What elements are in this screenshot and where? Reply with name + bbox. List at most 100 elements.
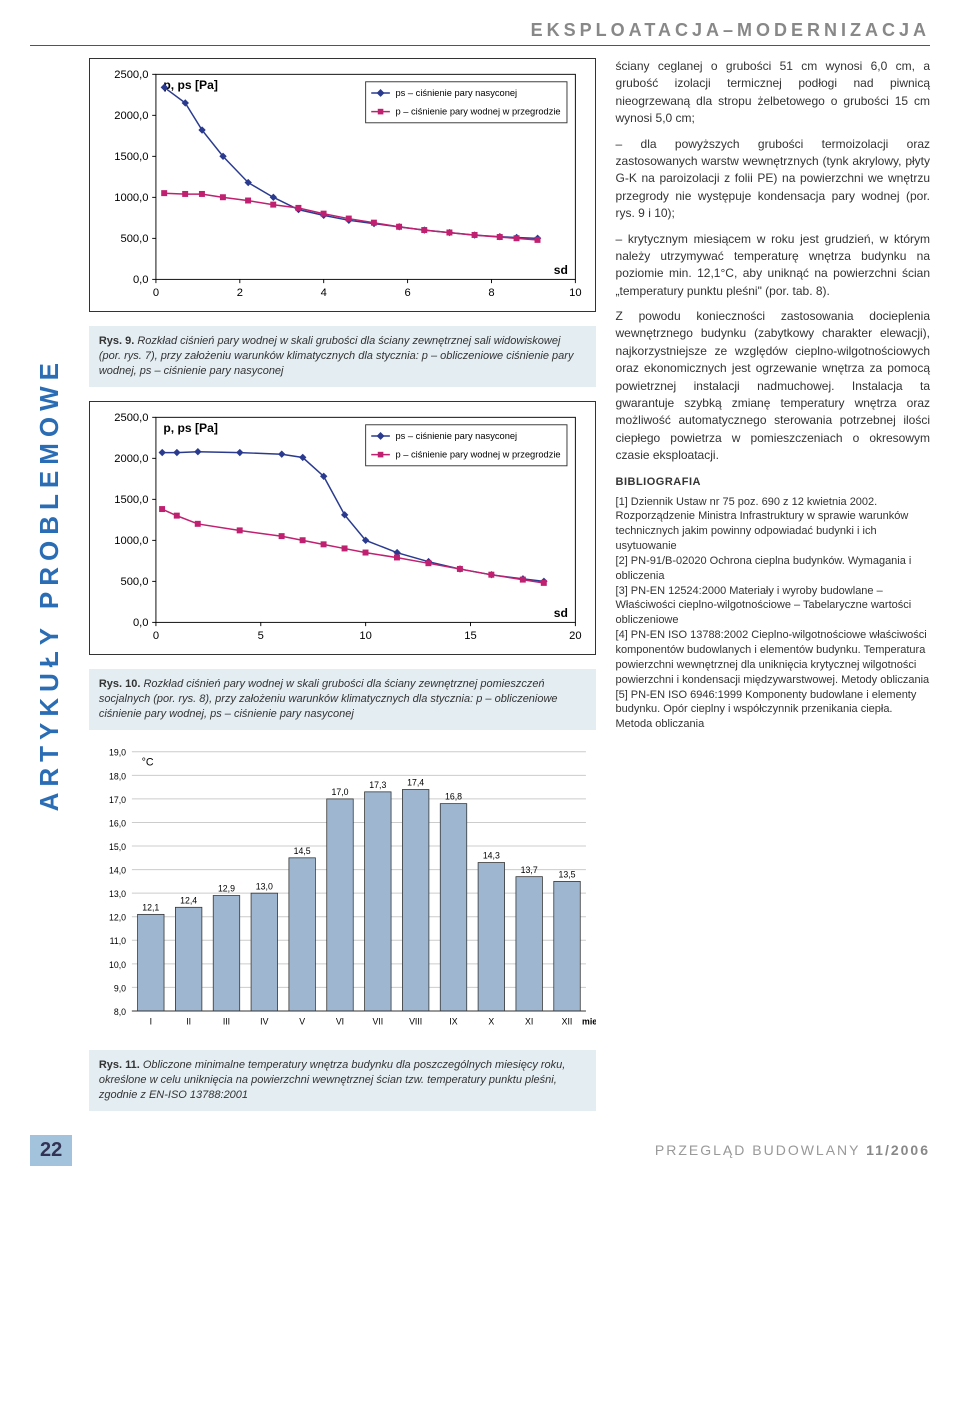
caption-10: Rys. 10. Rozkład ciśnień pary wodnej w s…	[89, 669, 596, 730]
caption-9-prefix: Rys. 9.	[99, 335, 134, 347]
svg-text:°C: °C	[141, 756, 153, 768]
svg-text:IX: IX	[449, 1016, 457, 1026]
svg-text:0,0: 0,0	[133, 274, 149, 286]
svg-text:19,0: 19,0	[109, 747, 126, 757]
caption-11: Rys. 11. Obliczone minimalne temperatury…	[89, 1050, 596, 1111]
svg-text:15,0: 15,0	[109, 842, 126, 852]
body-p1: ściany ceglanej o grubości 51 cm wynosi …	[616, 58, 930, 128]
bibliography-heading: BIBLIOGRAFIA	[616, 475, 930, 491]
svg-text:17,4: 17,4	[407, 777, 424, 787]
caption-10-prefix: Rys. 10.	[99, 678, 141, 690]
svg-text:1500,0: 1500,0	[114, 151, 148, 163]
svg-text:p, ps [Pa]: p, ps [Pa]	[163, 421, 218, 435]
svg-text:XI: XI	[525, 1016, 533, 1026]
svg-text:p – ciśnienie pary wodnej w pr: p – ciśnienie pary wodnej w przegrodzie	[395, 106, 560, 116]
svg-text:III: III	[223, 1016, 230, 1026]
svg-text:X: X	[488, 1016, 494, 1026]
chart-11: 8,09,010,011,012,013,014,015,016,017,018…	[89, 744, 596, 1036]
svg-text:13,5: 13,5	[558, 869, 575, 879]
footer-issue: 11/2006	[866, 1142, 930, 1158]
svg-text:2000,0: 2000,0	[114, 453, 148, 465]
svg-text:16,0: 16,0	[109, 818, 126, 828]
svg-text:ps – ciśnienie pary nasyconej: ps – ciśnienie pary nasyconej	[395, 88, 517, 98]
chart-11-svg: 8,09,010,011,012,013,014,015,016,017,018…	[89, 744, 596, 1036]
svg-text:20: 20	[569, 630, 581, 642]
caption-9-text: Rozkład ciśnień pary wodnej w skali grub…	[99, 335, 574, 377]
svg-text:IV: IV	[260, 1016, 268, 1026]
svg-text:miesiąc: miesiąc	[582, 1016, 596, 1026]
svg-text:12,0: 12,0	[109, 912, 126, 922]
section-header: EKSPLOATACJA–MODERNIZACJA	[30, 20, 930, 41]
body-p4: Z powodu konieczności zastosowania docie…	[616, 308, 930, 465]
svg-text:9,0: 9,0	[114, 983, 126, 993]
svg-text:1000,0: 1000,0	[114, 192, 148, 204]
body-p2: – dla powyższych grubości termoizolacji …	[616, 136, 930, 223]
svg-text:VI: VI	[336, 1016, 344, 1026]
chart-10-svg: 0,0 500,0 1000,0 1500,0 2000,0 2500,0 0 5 10 15 20…	[100, 408, 585, 650]
svg-text:12,1: 12,1	[142, 902, 159, 912]
svg-text:ps – ciśnienie pary nasyconej: ps – ciśnienie pary nasyconej	[395, 431, 517, 441]
svg-text:8: 8	[488, 287, 494, 299]
svg-text:2: 2	[237, 287, 243, 299]
svg-text:12,9: 12,9	[218, 883, 235, 893]
chart-10: 0,0 500,0 1000,0 1500,0 2000,0 2500,0 0 5 10 15 20…	[89, 401, 596, 655]
header-rule	[30, 45, 930, 46]
chart-9: 0,0500,01000,01500,02000,02500,00246810p…	[89, 58, 596, 312]
svg-text:5: 5	[258, 630, 264, 642]
caption-10-text: Rozkład ciśnień pary wodnej w skali grub…	[99, 678, 558, 720]
bibliography-item: [3] PN-EN 12524:2000 Materiały i wyroby …	[616, 584, 930, 629]
caption-11-text: Obliczone minimalne temperatury wnętrza …	[99, 1059, 566, 1101]
svg-text:17,0: 17,0	[331, 787, 348, 797]
svg-text:2500,0: 2500,0	[114, 69, 148, 81]
footer-journal: PRZEGLĄD BUDOWLANY 11/2006	[655, 1142, 930, 1158]
right-column: ściany ceglanej o grubości 51 cm wynosi …	[616, 58, 930, 1111]
svg-text:0: 0	[153, 287, 159, 299]
svg-text:10,0: 10,0	[109, 960, 126, 970]
svg-text:VIII: VIII	[409, 1016, 422, 1026]
page-number: 22	[30, 1135, 72, 1166]
footer: 22 PRZEGLĄD BUDOWLANY 11/2006	[30, 1129, 930, 1166]
svg-text:8,0: 8,0	[114, 1007, 126, 1017]
svg-text:4: 4	[320, 287, 326, 299]
svg-text:18,0: 18,0	[109, 771, 126, 781]
bibliography-item: [4] PN-EN ISO 13788:2002 Cieplno-wilgotn…	[616, 628, 930, 687]
svg-text:13,0: 13,0	[256, 881, 273, 891]
svg-text:2500,0: 2500,0	[114, 412, 148, 424]
sidebar-label: ARTYKUŁY PROBLEMOWE	[34, 357, 65, 811]
caption-11-prefix: Rys. 11.	[99, 1059, 140, 1071]
svg-text:I: I	[149, 1016, 151, 1026]
svg-text:0: 0	[153, 630, 159, 642]
svg-text:17,3: 17,3	[369, 780, 386, 790]
bibliography-item: [2] PN-91/B-02020 Ochrona cieplna budynk…	[616, 554, 930, 584]
svg-text:sd: sd	[554, 606, 568, 620]
caption-9: Rys. 9. Rozkład ciśnień pary wodnej w sk…	[89, 326, 596, 387]
sidebar: ARTYKUŁY PROBLEMOWE	[30, 58, 69, 1111]
svg-text:VII: VII	[372, 1016, 383, 1026]
svg-text:10: 10	[359, 630, 371, 642]
svg-text:2000,0: 2000,0	[114, 110, 148, 122]
bibliography-item: [1] Dziennik Ustaw nr 75 poz. 690 z 12 k…	[616, 495, 930, 554]
svg-text:500,0: 500,0	[120, 233, 148, 245]
svg-text:12,4: 12,4	[180, 895, 197, 905]
body-p3: – krytycznym miesiącem w roku jest grudz…	[616, 231, 930, 301]
svg-text:14,5: 14,5	[293, 846, 310, 856]
svg-text:sd: sd	[554, 263, 568, 277]
svg-text:13,0: 13,0	[109, 889, 126, 899]
svg-text:1000,0: 1000,0	[114, 535, 148, 547]
svg-text:10: 10	[569, 287, 581, 299]
svg-text:1500,0: 1500,0	[114, 494, 148, 506]
chart-9-svg: 0,0500,01000,01500,02000,02500,00246810p…	[100, 65, 585, 307]
svg-text:500,0: 500,0	[120, 576, 148, 588]
svg-text:0,0: 0,0	[133, 617, 149, 629]
bibliography-list: [1] Dziennik Ustaw nr 75 poz. 690 z 12 k…	[616, 495, 930, 733]
svg-text:13,7: 13,7	[520, 865, 537, 875]
svg-text:14,0: 14,0	[109, 865, 126, 875]
svg-text:16,8: 16,8	[445, 791, 462, 801]
svg-text:15: 15	[464, 630, 476, 642]
svg-text:XII: XII	[561, 1016, 572, 1026]
footer-journal-name: PRZEGLĄD BUDOWLANY	[655, 1142, 860, 1158]
svg-text:II: II	[186, 1016, 191, 1026]
svg-text:17,0: 17,0	[109, 795, 126, 805]
svg-text:p – ciśnienie pary wodnej w pr: p – ciśnienie pary wodnej w przegrodzie	[395, 449, 560, 459]
svg-text:p, ps [Pa]: p, ps [Pa]	[163, 78, 218, 92]
